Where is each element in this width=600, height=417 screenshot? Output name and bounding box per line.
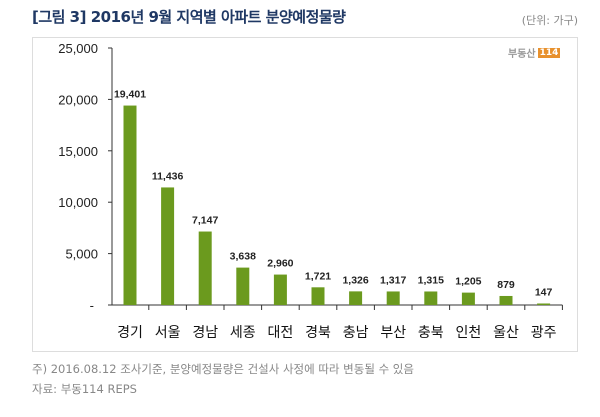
x-tick-label: 울산 (493, 325, 519, 341)
bar-경남 (198, 231, 212, 305)
x-tick-label: 충북 (418, 325, 444, 341)
data-label: 879 (497, 279, 515, 291)
x-tick-label: 경남 (192, 325, 218, 341)
bar-울산 (499, 295, 513, 305)
chart-frame (32, 37, 578, 352)
x-tick-label: 인천 (456, 325, 482, 341)
data-label: 11,436 (152, 170, 184, 182)
data-label: 7,147 (192, 215, 218, 227)
bar-충북 (424, 291, 438, 305)
data-label: 1,326 (342, 274, 368, 286)
data-label: 147 (535, 286, 553, 298)
bar-인천 (461, 292, 475, 305)
x-tick-label: 부산 (380, 325, 406, 341)
x-tick-label: 서울 (155, 325, 181, 341)
source-note: 자료: 부동114 REPS (32, 382, 137, 396)
data-label: 2,960 (267, 258, 293, 270)
y-tick-label: - (90, 298, 94, 313)
bar-서울 (161, 187, 175, 305)
unit-label: (단위: 가구) (521, 14, 578, 27)
data-label: 1,315 (418, 274, 444, 286)
x-tick-label: 대전 (268, 325, 294, 341)
chart-title: [그림 3] 2016년 9월 지역별 아파트 분양예정물량 (32, 8, 346, 26)
x-tick-label: 세종 (230, 325, 256, 341)
y-tick-label: 10,000 (58, 195, 98, 210)
y-tick-label: 5,000 (65, 247, 98, 262)
x-tick-label: 광주 (531, 325, 557, 341)
bar-세종 (236, 267, 250, 305)
bar-경북 (311, 287, 325, 305)
bar-충남 (349, 291, 363, 305)
x-tick-label: 경북 (305, 325, 331, 341)
x-tick-label: 충남 (343, 325, 369, 341)
bar-경기 (123, 105, 137, 306)
data-label: 1,317 (380, 274, 406, 286)
y-tick-label: 20,000 (58, 92, 98, 107)
bar-대전 (273, 274, 287, 305)
data-label: 1,721 (305, 270, 331, 282)
logo: 부동산 114 (508, 47, 561, 60)
data-label: 1,205 (455, 276, 481, 288)
bar-광주 (537, 303, 551, 305)
data-label: 3,638 (230, 251, 256, 263)
y-tick-label: 15,000 (58, 144, 98, 159)
x-tick-label: 경기 (117, 325, 143, 341)
y-tick-label: 25,000 (58, 41, 98, 56)
bar-부산 (386, 291, 400, 305)
footnote: 주) 2016.08.12 조사기준, 분양예정물량은 건설사 사정에 따라 변… (32, 362, 414, 376)
data-label: 19,401 (114, 89, 146, 101)
